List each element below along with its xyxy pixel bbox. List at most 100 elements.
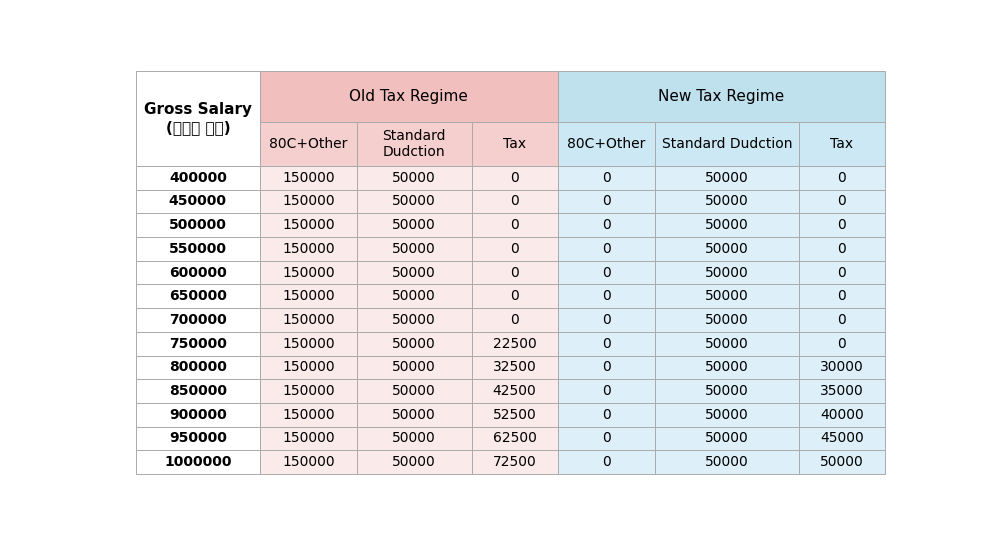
Text: 50000: 50000 bbox=[705, 408, 749, 422]
Text: 0: 0 bbox=[602, 171, 611, 185]
Bar bbox=[357, 121, 471, 166]
Text: 0: 0 bbox=[602, 431, 611, 446]
Text: 50000: 50000 bbox=[392, 408, 436, 422]
Text: Gross Salary
(कुल आय): Gross Salary (कुल आय) bbox=[143, 102, 252, 135]
Bar bbox=[136, 190, 260, 214]
Text: 150000: 150000 bbox=[282, 313, 335, 327]
Text: 0: 0 bbox=[602, 242, 611, 256]
Text: 0: 0 bbox=[510, 242, 519, 256]
Bar bbox=[558, 166, 655, 190]
Text: 950000: 950000 bbox=[169, 431, 227, 446]
Bar bbox=[471, 190, 558, 214]
Bar bbox=[260, 214, 357, 237]
Bar bbox=[357, 450, 471, 474]
Text: 50000: 50000 bbox=[705, 431, 749, 446]
Bar bbox=[136, 261, 260, 285]
Bar bbox=[655, 379, 799, 403]
Bar bbox=[655, 214, 799, 237]
Text: 50000: 50000 bbox=[392, 266, 436, 280]
Bar bbox=[357, 214, 471, 237]
Bar bbox=[136, 379, 260, 403]
Bar bbox=[471, 237, 558, 261]
Text: 30000: 30000 bbox=[820, 360, 864, 375]
Text: 150000: 150000 bbox=[282, 431, 335, 446]
Bar bbox=[799, 285, 884, 308]
Bar bbox=[558, 121, 655, 166]
Text: 52500: 52500 bbox=[493, 408, 537, 422]
Text: 0: 0 bbox=[510, 289, 519, 304]
Text: 150000: 150000 bbox=[282, 337, 335, 351]
Bar bbox=[260, 403, 357, 427]
Bar bbox=[357, 332, 471, 356]
Bar bbox=[136, 450, 260, 474]
Text: 50000: 50000 bbox=[705, 313, 749, 327]
Bar bbox=[655, 356, 799, 379]
Text: 0: 0 bbox=[602, 360, 611, 375]
Text: 850000: 850000 bbox=[169, 384, 227, 398]
Bar bbox=[357, 190, 471, 214]
Bar bbox=[655, 121, 799, 166]
Bar bbox=[558, 261, 655, 285]
Bar bbox=[558, 427, 655, 450]
Text: 0: 0 bbox=[602, 337, 611, 351]
Text: 0: 0 bbox=[510, 218, 519, 232]
Bar bbox=[655, 190, 799, 214]
Bar bbox=[558, 308, 655, 332]
Text: 0: 0 bbox=[510, 313, 519, 327]
Bar bbox=[260, 308, 357, 332]
Bar bbox=[357, 356, 471, 379]
Bar bbox=[655, 427, 799, 450]
Bar bbox=[357, 427, 471, 450]
Bar bbox=[136, 308, 260, 332]
Text: New Tax Regime: New Tax Regime bbox=[658, 89, 784, 104]
Bar bbox=[655, 450, 799, 474]
Bar bbox=[136, 403, 260, 427]
Bar bbox=[799, 166, 884, 190]
Bar bbox=[799, 261, 884, 285]
Bar bbox=[799, 121, 884, 166]
Bar bbox=[357, 261, 471, 285]
Bar bbox=[558, 214, 655, 237]
Bar bbox=[799, 356, 884, 379]
Bar bbox=[558, 356, 655, 379]
Text: 50000: 50000 bbox=[705, 455, 749, 469]
Text: 80C+Other: 80C+Other bbox=[567, 137, 645, 151]
Text: 45000: 45000 bbox=[820, 431, 864, 446]
Bar bbox=[136, 285, 260, 308]
Text: 0: 0 bbox=[838, 195, 847, 209]
Text: 150000: 150000 bbox=[282, 384, 335, 398]
Text: 50000: 50000 bbox=[705, 289, 749, 304]
Bar bbox=[799, 308, 884, 332]
Bar bbox=[558, 190, 655, 214]
Bar bbox=[357, 237, 471, 261]
Bar bbox=[799, 214, 884, 237]
Bar bbox=[357, 403, 471, 427]
Text: 50000: 50000 bbox=[705, 171, 749, 185]
Text: 650000: 650000 bbox=[169, 289, 227, 304]
Bar bbox=[471, 285, 558, 308]
Text: 32500: 32500 bbox=[493, 360, 537, 375]
Text: 150000: 150000 bbox=[282, 455, 335, 469]
Text: 750000: 750000 bbox=[169, 337, 227, 351]
Text: 150000: 150000 bbox=[282, 360, 335, 375]
Bar bbox=[558, 237, 655, 261]
Bar bbox=[357, 379, 471, 403]
Bar bbox=[799, 237, 884, 261]
Text: 50000: 50000 bbox=[392, 337, 436, 351]
Bar bbox=[357, 285, 471, 308]
Text: 150000: 150000 bbox=[282, 408, 335, 422]
Bar bbox=[357, 166, 471, 190]
Bar bbox=[558, 379, 655, 403]
Bar bbox=[655, 308, 799, 332]
Bar bbox=[471, 450, 558, 474]
Text: 72500: 72500 bbox=[493, 455, 537, 469]
Bar bbox=[799, 427, 884, 450]
Bar bbox=[558, 403, 655, 427]
Bar bbox=[136, 166, 260, 190]
Text: 150000: 150000 bbox=[282, 171, 335, 185]
Text: 50000: 50000 bbox=[705, 266, 749, 280]
Bar bbox=[471, 214, 558, 237]
Text: 150000: 150000 bbox=[282, 289, 335, 304]
Text: 50000: 50000 bbox=[705, 242, 749, 256]
Text: 0: 0 bbox=[602, 455, 611, 469]
